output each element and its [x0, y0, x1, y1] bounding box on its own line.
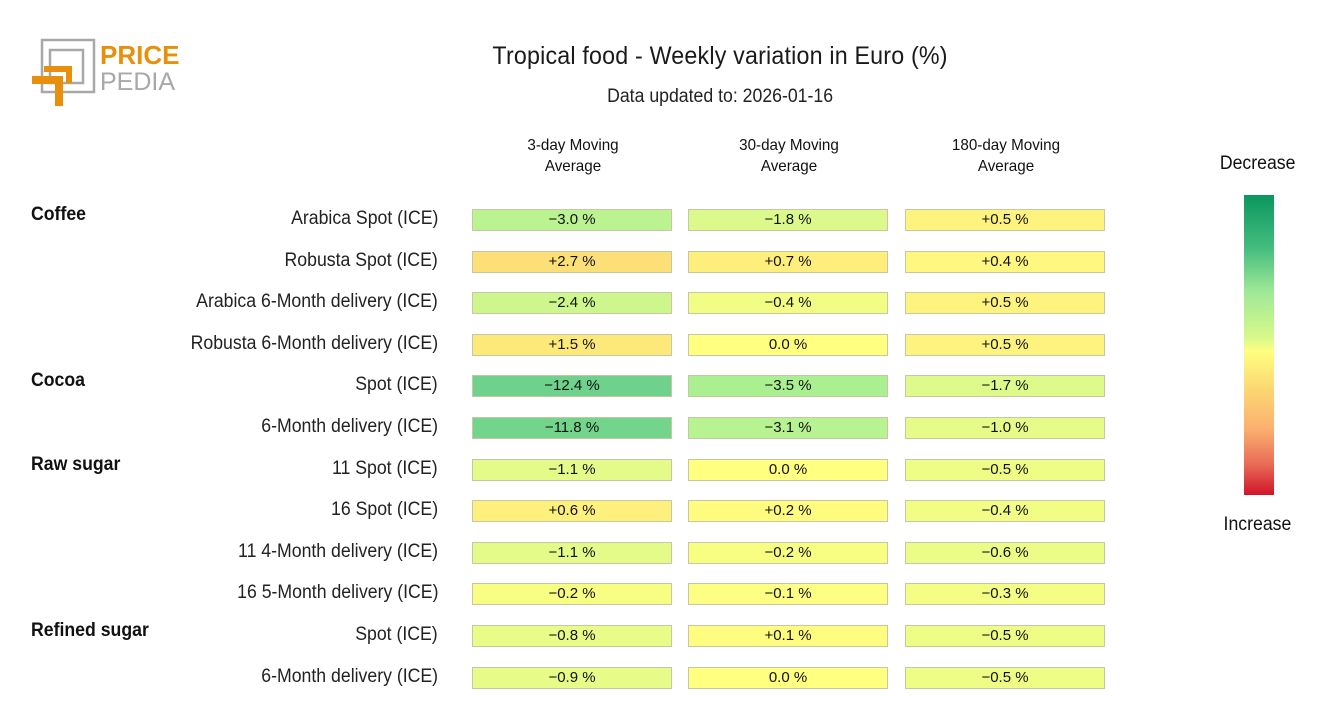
pricepedia-logo: PRICE PEDIA: [32, 38, 179, 106]
heatmap-cell: −0.6 %: [905, 541, 1105, 564]
heatmap-cell: −11.8 %: [472, 417, 672, 439]
heatmap-cell: +0.4 %: [905, 250, 1105, 273]
heatmap-cell: −1.8 %: [688, 209, 888, 231]
logo-bracket-small: [44, 66, 72, 83]
column-header: 180-day Moving Average: [910, 135, 1102, 177]
column-header-line: Average: [544, 158, 602, 175]
logo-bracket-large: [32, 76, 63, 106]
group-label: Cocoa: [31, 370, 86, 392]
row-label: 16 5-Month delivery (ICE): [236, 582, 438, 604]
column-header-line: Average: [760, 158, 818, 175]
heatmap-cell: −1.1 %: [472, 458, 672, 481]
logo-frame-outer: [40, 38, 96, 94]
heatmap-cell: 0.0 %: [688, 666, 888, 689]
heatmap-cell: −0.4 %: [905, 500, 1105, 523]
row-label: 6-Month delivery (ICE): [261, 416, 438, 437]
heatmap-cell: +0.5 %: [905, 333, 1105, 356]
heatmap-cell: −1.1 %: [472, 541, 672, 564]
row-label: 6-Month delivery (ICE): [261, 665, 438, 687]
row-label: Spot (ICE): [355, 624, 438, 645]
group-label: Raw sugar: [31, 453, 121, 475]
row-label: 16 Spot (ICE): [330, 499, 438, 521]
row-label: Arabica Spot (ICE): [290, 208, 438, 229]
row-label: Robusta 6-Month delivery (ICE): [190, 332, 438, 354]
column-header-line: 180-day Moving: [951, 137, 1061, 154]
chart-title: Tropical food - Weekly variation in Euro…: [492, 42, 948, 70]
row-label: Robusta Spot (ICE): [284, 249, 438, 271]
heatmap-cell: +0.5 %: [905, 209, 1105, 231]
logo-text-price: PRICE: [100, 40, 179, 70]
heatmap-cell: −12.4 %: [472, 375, 672, 398]
heatmap-cell: +0.2 %: [688, 500, 888, 523]
heatmap-cell: 0.0 %: [688, 458, 888, 481]
logo-text-pedia: PEDIA: [100, 68, 175, 96]
heatmap-cell: +2.7 %: [472, 250, 672, 273]
heatmap-cell: 0.0 %: [688, 333, 888, 356]
heatmap-cell: −0.2 %: [688, 541, 888, 564]
heatmap-cell: +0.5 %: [905, 292, 1105, 315]
column-header-line: 30-day Moving: [739, 137, 839, 154]
heatmap-cell: −0.5 %: [905, 625, 1105, 647]
group-label: Coffee: [31, 204, 86, 225]
column-header-line: Average: [977, 158, 1035, 175]
row-label: Spot (ICE): [355, 374, 438, 396]
legend-increase-label: Increase: [1223, 514, 1292, 535]
heatmap-cell: −0.5 %: [905, 458, 1105, 481]
heatmap-cell: −1.0 %: [905, 417, 1105, 439]
group-label: Refined sugar: [31, 620, 149, 641]
column-header: 3-day Moving Average: [477, 135, 669, 177]
heatmap-cell: +1.5 %: [472, 333, 672, 356]
heatmap-cell: −3.1 %: [688, 417, 888, 439]
heatmap-cell: +0.7 %: [688, 250, 888, 273]
heatmap-cell: −0.2 %: [472, 583, 672, 606]
legend-color-scale: [1244, 195, 1274, 495]
heatmap-cell: −2.4 %: [472, 292, 672, 315]
heatmap-cell: −0.1 %: [688, 583, 888, 606]
heatmap-cell: −0.9 %: [472, 666, 672, 689]
chart-subtitle: Data updated to: 2026-01-16: [607, 86, 834, 107]
column-header-line: 3-day Moving: [527, 137, 619, 154]
heatmap-cell: −0.3 %: [905, 583, 1105, 606]
heatmap-cell: −3.0 %: [472, 209, 672, 231]
legend-decrease-label: Decrease: [1219, 153, 1296, 174]
heatmap-cell: +0.6 %: [472, 500, 672, 523]
heatmap-cell: −0.5 %: [905, 666, 1105, 689]
heatmap-cell: −0.8 %: [472, 625, 672, 647]
row-label: 11 Spot (ICE): [332, 457, 438, 479]
heatmap-cell: −3.5 %: [688, 375, 888, 398]
row-label: Arabica 6-Month delivery (ICE): [196, 291, 438, 313]
row-label: 11 4-Month delivery (ICE): [237, 540, 438, 562]
heatmap-cell: −0.4 %: [688, 292, 888, 315]
heatmap-cell: +0.1 %: [688, 625, 888, 647]
column-header: 30-day Moving Average: [693, 135, 885, 177]
heatmap-cell: −1.7 %: [905, 375, 1105, 398]
